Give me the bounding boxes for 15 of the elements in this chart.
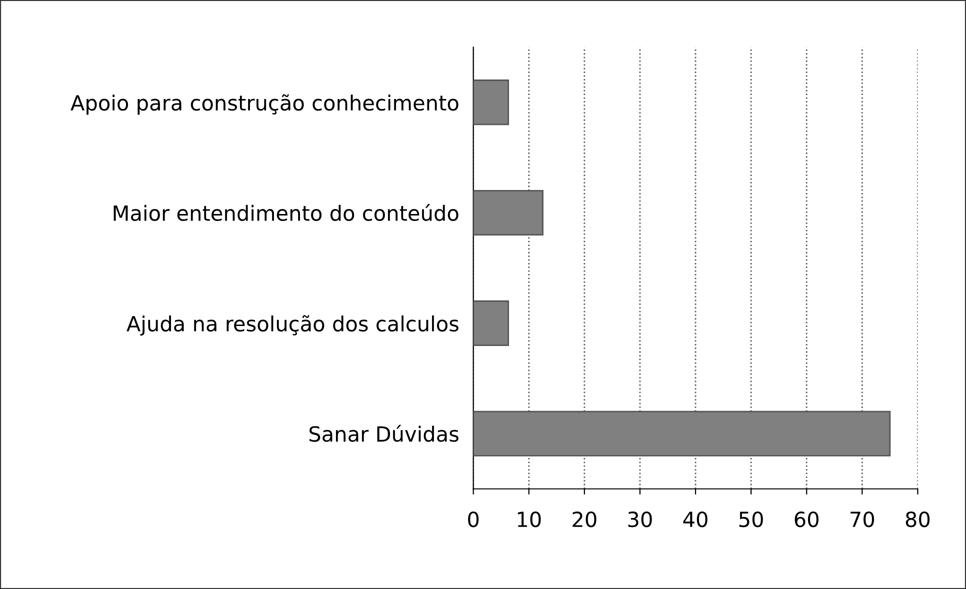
y-tick-label: Ajuda na resolução dos calculos <box>126 315 458 336</box>
x-tick-label: 70 <box>850 511 874 528</box>
x-tick-label: 0 <box>468 511 479 528</box>
bar <box>473 300 510 346</box>
y-tick-label: Maior entendimento do conteúdo <box>114 204 458 221</box>
x-tick-label: 30 <box>628 511 652 528</box>
x-tick-label: 10 <box>518 511 541 528</box>
x-tick-label: 80 <box>906 511 930 528</box>
x-tick-label: 60 <box>794 511 818 528</box>
x-tick-label: 20 <box>572 511 596 528</box>
bar <box>473 80 510 126</box>
x-tick-label: 40 <box>683 511 708 528</box>
y-tick-label: Apoio para construção conhecimento <box>70 94 458 115</box>
y-tick-label: Sanar Dúvidas <box>309 424 458 442</box>
x-tick-label: 50 <box>739 511 763 528</box>
